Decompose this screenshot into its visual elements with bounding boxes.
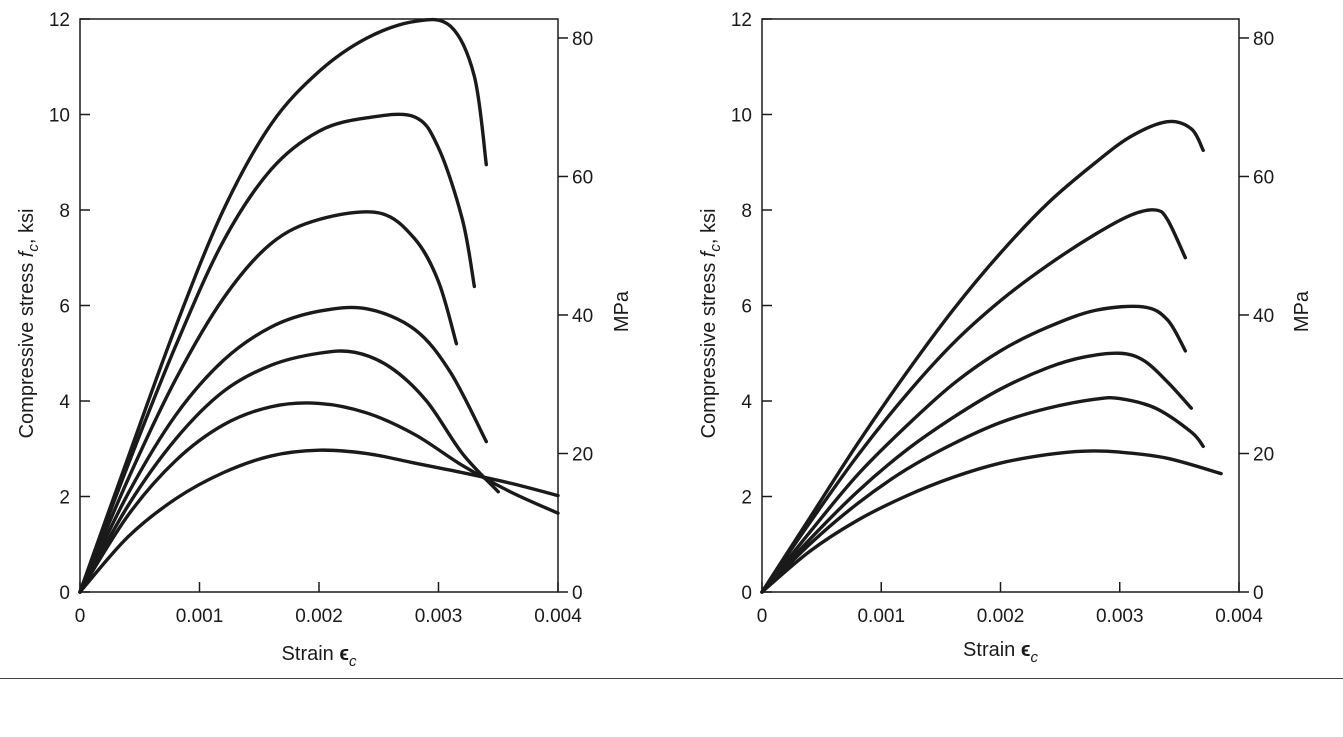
x-tick-label: 0 (757, 606, 768, 627)
y-tick-label: 12 (49, 10, 70, 31)
y-axis-unit: , ksi (16, 209, 38, 245)
y-tick-label: 10 (731, 106, 752, 127)
x-axis-subscript: c (349, 653, 357, 670)
x-axis-label: Strain ϵc (282, 643, 357, 670)
y2-tick-label: 60 (1253, 167, 1274, 188)
plot-frame (79, 18, 559, 593)
stress-strain-curve-4 (78, 305, 488, 594)
stress-strain-curve-1 (760, 449, 1223, 594)
stress-strain-curve-5 (760, 208, 1188, 594)
stress-strain-curve-2 (78, 401, 560, 594)
x-tick-label: 0 (75, 606, 86, 627)
y-axis-unit: , ksi (698, 209, 720, 245)
y-tick-label: 12 (731, 10, 752, 31)
y2-tick-label: 60 (572, 167, 593, 188)
x-tick-label: 0.003 (415, 606, 463, 627)
x-axis-label: Strain ϵc (963, 639, 1038, 666)
x-tick-label: 0.004 (534, 606, 582, 627)
y2-tick-label: 0 (572, 583, 583, 604)
y-tick-label: 8 (741, 201, 752, 222)
x-axis-symbol: ϵ (339, 643, 349, 665)
y2-tick-label: 40 (572, 306, 593, 327)
y-tick-label: 10 (49, 106, 70, 127)
y-tick-label: 0 (741, 583, 752, 604)
y-tick-label: 4 (741, 392, 752, 413)
y-axis-label-text: Compressive stress (698, 257, 720, 438)
y2-tick-label: 20 (572, 444, 593, 465)
x-axis-subscript: c (1030, 649, 1038, 666)
y-tick-label: 8 (59, 201, 70, 222)
x-tick-label: 0.002 (977, 606, 1025, 627)
x-tick-label: 0.001 (857, 606, 905, 627)
x-axis-symbol: ϵ (1021, 639, 1031, 661)
y-axis-label: Compressive stress fc, ksi (16, 209, 42, 439)
stress-strain-curve-7 (78, 17, 488, 594)
x-axis-label-text: Strain (282, 643, 340, 665)
x-tick-label: 0.003 (1096, 606, 1144, 627)
y2-tick-label: 0 (1253, 583, 1264, 604)
bottom-divider (0, 678, 1343, 679)
stress-strain-curve-6 (760, 119, 1205, 594)
x-tick-label: 0.001 (176, 606, 224, 627)
y-tick-label: 2 (741, 488, 752, 509)
y2-tick-label: 20 (1253, 444, 1274, 465)
plot-frame (761, 18, 1240, 593)
stress-strain-curve-3 (78, 349, 500, 594)
stress-strain-curve-5 (78, 210, 459, 594)
x-tick-label: 0.004 (1215, 606, 1263, 627)
y-tick-label: 6 (741, 297, 752, 318)
y2-axis-label: MPa (611, 290, 633, 332)
x-axis-label-text: Strain (963, 639, 1021, 661)
y2-tick-label: 80 (572, 29, 593, 50)
y-axis-subscript: c (707, 244, 724, 252)
y-axis-subscript: c (25, 244, 42, 252)
x-tick-label: 0.002 (295, 606, 343, 627)
y-tick-label: 2 (59, 488, 70, 509)
y-axis-symbol: f (698, 249, 720, 257)
right-chart: 0 0.001 0.002 0.003 0.004024681012020406080S… (698, 10, 1313, 666)
left-chart: 0 0.001 0.002 0.003 0.004024681012020406080S… (16, 10, 633, 670)
y-axis-label: Compressive stress fc, ksi (698, 209, 724, 439)
stress-strain-curve-6 (78, 112, 477, 594)
stress-strain-curve-3 (760, 351, 1193, 594)
y2-tick-label: 40 (1253, 306, 1274, 327)
y2-tick-label: 80 (1253, 29, 1274, 50)
y-tick-label: 4 (59, 392, 70, 413)
stress-strain-curve-2 (760, 395, 1205, 594)
y-axis-label-text: Compressive stress (16, 257, 38, 438)
stress-strain-curve-4 (760, 304, 1188, 594)
y-tick-label: 6 (59, 297, 70, 318)
y-axis-symbol: f (16, 249, 38, 257)
stress-strain-curve-1 (78, 448, 560, 594)
y2-axis-label: MPa (1291, 290, 1313, 332)
y-tick-label: 0 (59, 583, 70, 604)
